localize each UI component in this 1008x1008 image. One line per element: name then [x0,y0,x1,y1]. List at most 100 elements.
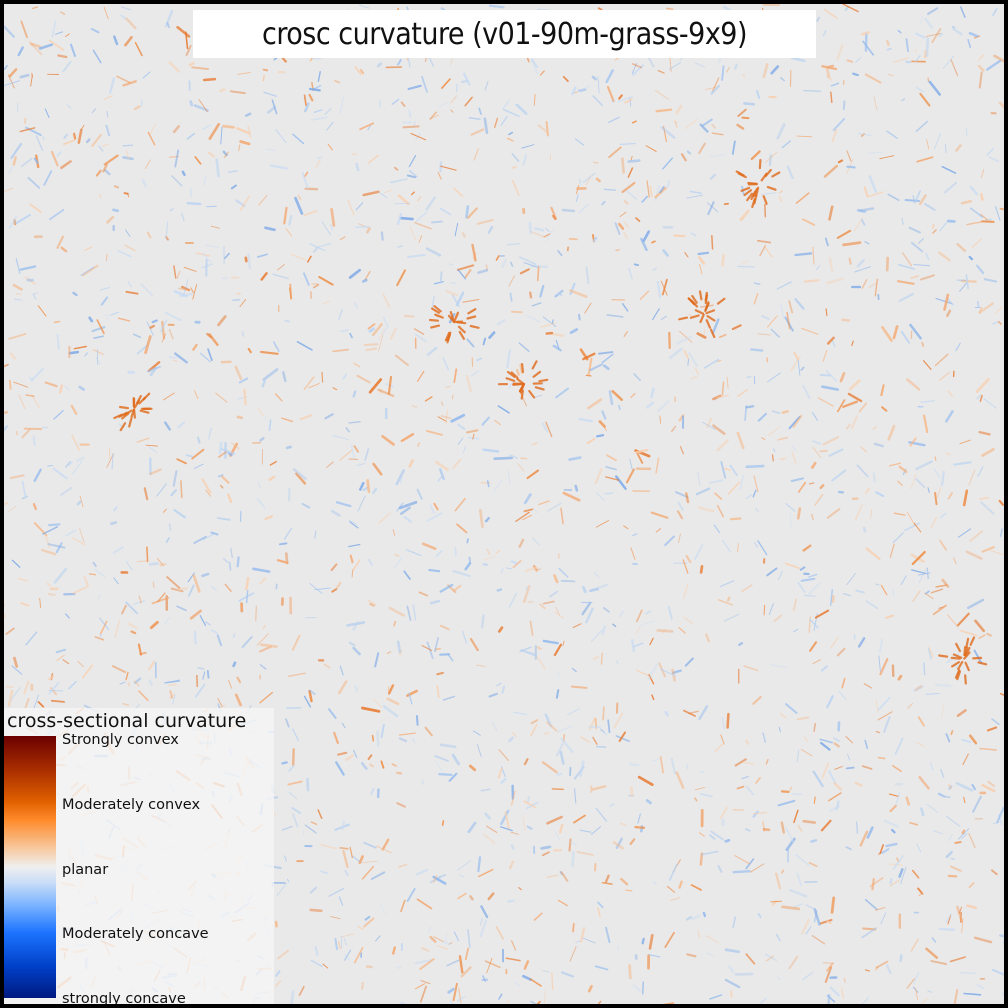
curvature-stroke [722,66,723,80]
curvature-stroke [455,499,465,511]
curvature-stroke [506,958,520,960]
curvature-stroke [806,927,811,934]
curvature-stroke [534,95,535,106]
curvature-stroke [778,571,782,580]
curvature-stroke [231,91,245,93]
curvature-stroke [471,639,478,650]
curvature-stroke [828,921,831,923]
curvature-stroke [531,266,547,267]
curvature-stroke [962,834,967,839]
curvature-stroke [438,946,447,949]
curvature-stroke [454,369,456,382]
curvature-stroke [427,198,435,210]
curvature-stroke [680,447,683,454]
curvature-stroke [880,156,894,159]
curvature-stroke [516,982,520,985]
curvature-stroke [597,747,606,748]
curvature-stroke [700,707,707,719]
curvature-stroke [376,936,381,941]
curvature-stroke [838,649,845,656]
curvature-stroke [238,417,242,418]
curvature-stroke [232,186,236,189]
curvature-stroke [58,335,59,349]
curvature-stroke [479,109,481,115]
curvature-stroke [397,803,405,807]
convex-hotspot-stroke [760,160,761,168]
curvature-stroke [698,472,700,486]
curvature-stroke [766,248,773,257]
curvature-stroke [814,724,815,731]
curvature-stroke [369,755,372,759]
curvature-stroke [261,352,278,354]
curvature-stroke [898,281,914,284]
curvature-stroke [753,697,760,704]
curvature-stroke [34,437,35,445]
curvature-stroke [92,109,95,113]
curvature-stroke [314,110,322,113]
curvature-stroke [146,337,151,353]
curvature-stroke [911,276,918,278]
curvature-stroke [670,349,681,358]
curvature-stroke [16,215,30,223]
curvature-stroke [93,50,100,62]
curvature-stroke [695,798,697,801]
curvature-stroke [305,95,306,105]
curvature-stroke [830,258,832,271]
curvature-stroke [400,733,416,735]
curvature-stroke [509,133,513,135]
curvature-stroke [619,406,620,409]
curvature-stroke [337,583,340,588]
curvature-stroke [980,498,988,499]
curvature-stroke [523,976,530,979]
curvature-stroke [54,411,63,420]
curvature-stroke [270,477,274,480]
curvature-stroke [588,400,600,408]
curvature-stroke [434,504,437,510]
curvature-stroke [734,871,750,872]
curvature-stroke [984,399,997,409]
curvature-stroke [868,828,873,838]
curvature-stroke [782,823,784,833]
curvature-stroke [458,425,464,429]
curvature-stroke [833,130,837,142]
curvature-stroke [439,875,446,878]
curvature-stroke [747,377,751,378]
curvature-stroke [583,938,595,943]
curvature-stroke [966,128,967,135]
curvature-stroke [624,233,626,239]
curvature-stroke [547,333,552,334]
curvature-stroke [847,151,851,161]
curvature-stroke [847,167,854,168]
curvature-stroke [537,657,545,669]
curvature-stroke [598,903,603,908]
curvature-stroke [620,611,623,616]
curvature-stroke [72,462,81,475]
curvature-stroke [931,517,937,528]
curvature-stroke [339,309,342,319]
curvature-stroke [164,393,175,400]
curvature-stroke [401,508,409,514]
curvature-stroke [842,679,845,688]
curvature-stroke [401,901,405,912]
curvature-stroke [927,140,929,150]
curvature-stroke [887,41,888,45]
curvature-stroke [891,879,892,883]
curvature-stroke [148,132,154,144]
curvature-stroke [697,489,709,495]
curvature-stroke [967,222,982,225]
curvature-stroke [677,337,690,343]
curvature-stroke [625,222,629,228]
convex-hotspot-stroke [522,364,523,372]
curvature-stroke [804,737,808,742]
curvature-stroke [346,428,349,432]
curvature-stroke [835,743,839,746]
curvature-stroke [544,991,545,1004]
curvature-stroke [882,407,886,411]
curvature-stroke [759,414,766,421]
curvature-stroke [487,958,492,973]
curvature-stroke [665,933,674,947]
curvature-stroke [706,936,718,943]
curvature-stroke [336,762,343,774]
curvature-stroke [512,941,516,950]
